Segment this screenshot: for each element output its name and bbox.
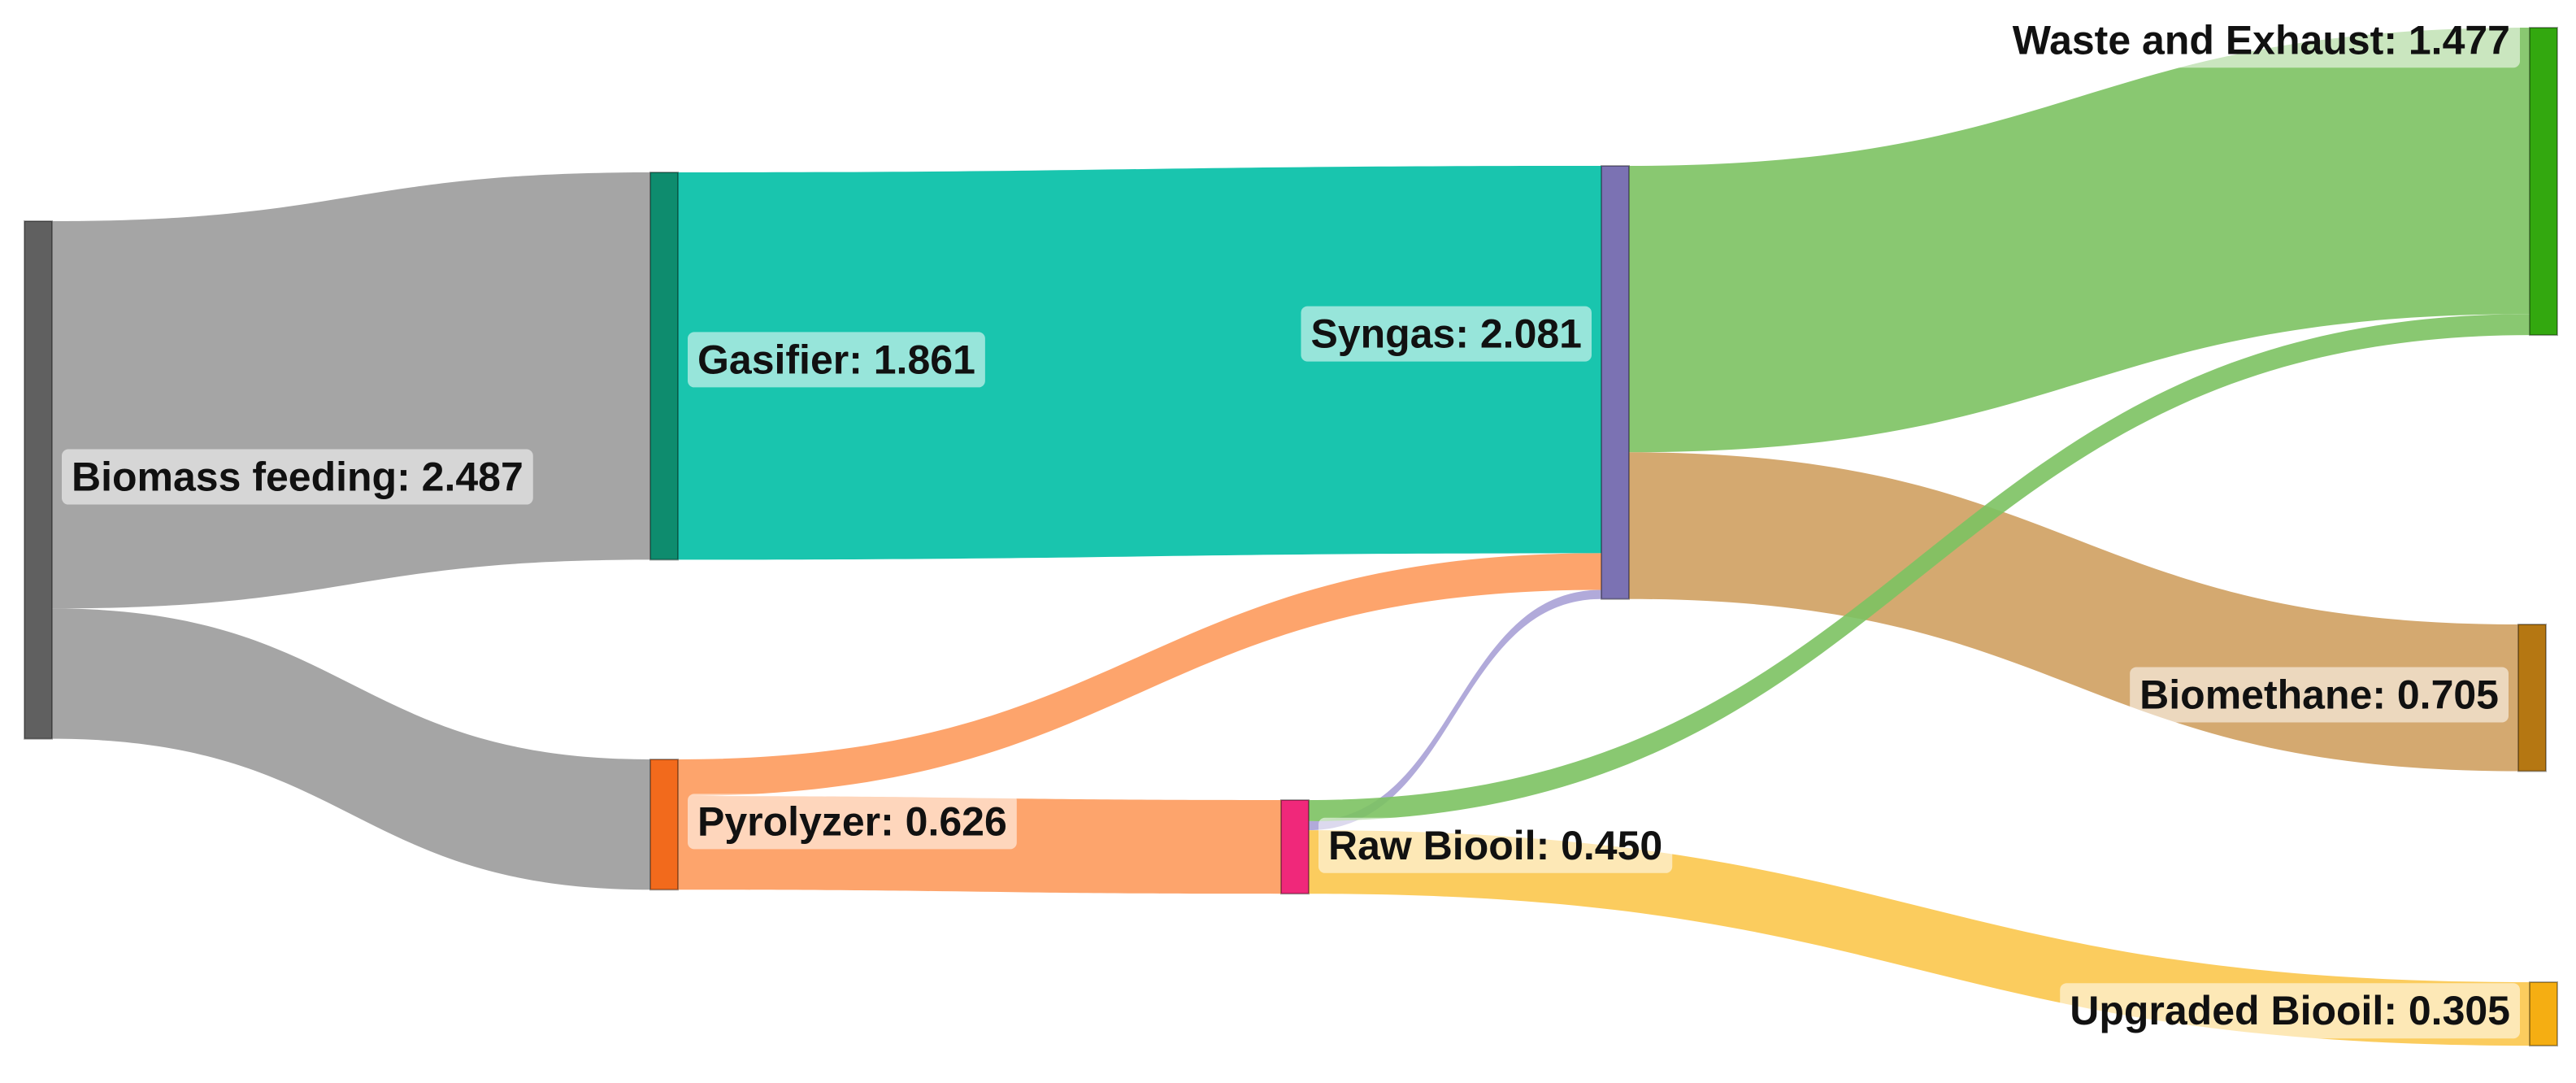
label-rawbiooil: Raw Biooil: 0.450 xyxy=(1318,817,1673,873)
label-gasifier: Gasifier: 1.861 xyxy=(688,332,985,388)
node-syngas xyxy=(1601,165,1630,600)
link-pyrolyzer-to-syngas xyxy=(678,553,1601,797)
link-rawbiooil-to-waste xyxy=(1309,314,2530,821)
label-syngas: Syngas: 2.081 xyxy=(1301,306,1592,362)
label-biomass-text: Biomass feeding: 2.487 xyxy=(72,455,523,500)
label-biomass: Biomass feeding: 2.487 xyxy=(62,449,533,505)
label-pyrolyzer-text: Pyrolyzer: 0.626 xyxy=(697,798,1007,844)
link-rawbiooil-to-syngas xyxy=(1309,589,1601,831)
node-biomass xyxy=(24,220,53,740)
link-biomass-to-gasifier xyxy=(52,172,650,609)
label-pyrolyzer-background xyxy=(688,794,1017,850)
node-waste xyxy=(2529,27,2558,337)
label-upgraded: Upgraded Biooil: 0.305 xyxy=(2060,983,2520,1039)
label-waste: Waste and Exhaust: 1.477 xyxy=(2002,12,2520,68)
link-syngas-to-biomethane xyxy=(1629,452,2518,772)
node-upgraded xyxy=(2529,981,2558,1047)
label-biomethane: Biomethane: 0.705 xyxy=(2130,667,2509,723)
node-gasifier xyxy=(649,172,679,561)
label-upgraded-text: Upgraded Biooil: 0.305 xyxy=(2070,988,2510,1033)
label-rawbiooil-text: Raw Biooil: 0.450 xyxy=(1328,823,1662,868)
link-gasifier-to-syngas xyxy=(678,166,1601,560)
label-upgraded-background xyxy=(2060,983,2520,1039)
node-rawbiooil xyxy=(1280,799,1310,895)
label-syngas-background xyxy=(1301,306,1592,362)
node-biomethane xyxy=(2517,624,2547,772)
link-biomass-to-pyrolyzer xyxy=(52,608,650,890)
sankey-labels: Biomass feeding: 2.487 Gasifier: 1.861 Pyr… xyxy=(62,12,2520,1039)
label-waste-text: Waste and Exhaust: 1.477 xyxy=(2013,17,2510,63)
label-biomethane-text: Biomethane: 0.705 xyxy=(2139,672,2499,717)
label-gasifier-background xyxy=(688,332,985,388)
sankey-nodes xyxy=(24,27,2558,1047)
label-gasifier-text: Gasifier: 1.861 xyxy=(697,337,975,382)
label-syngas-text: Syngas: 2.081 xyxy=(1310,311,1582,357)
label-waste-background xyxy=(2002,12,2520,68)
label-pyrolyzer: Pyrolyzer: 0.626 xyxy=(688,794,1017,850)
label-biomass-background xyxy=(62,449,533,505)
node-pyrolyzer xyxy=(649,759,679,891)
link-syngas-to-waste xyxy=(1629,28,2530,453)
label-rawbiooil-background xyxy=(1318,817,1673,873)
label-biomethane-background xyxy=(2130,667,2509,723)
